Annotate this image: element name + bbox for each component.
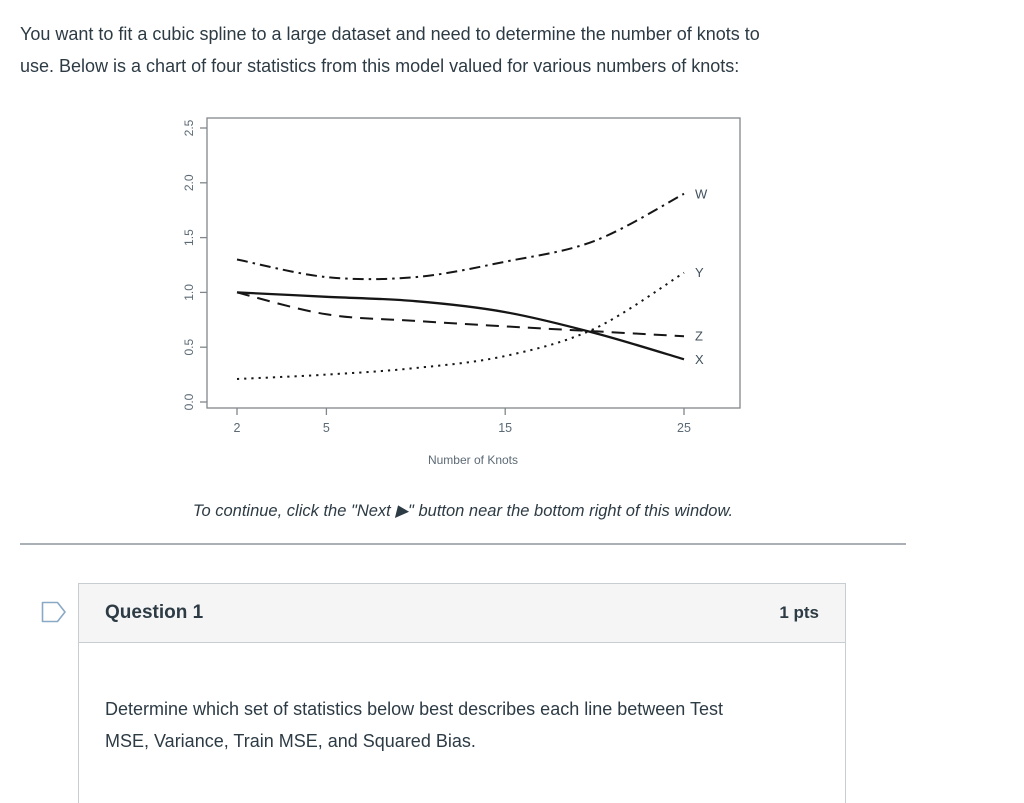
flag-question-icon[interactable] [40,598,67,626]
continue-note: To continue, click the "Next ▶" button n… [20,501,906,521]
question-points: 1 pts [779,603,819,622]
section-divider [20,543,906,545]
series-line-X [236,291,685,361]
series-label-Z: Z [695,329,703,344]
series-label-Y: Y [695,265,704,280]
knots-chart: 0.0 0.5 1.0 1.5 2.0 2.5 2 5 15 25 Number of Knots W… [170,110,770,475]
y-axis-tick-label: 2.5 [182,119,196,136]
question-title: Question 1 [105,602,204,623]
y-axis-tick-label: 1.5 [182,229,196,246]
x-axis-tick-label: 25 [677,421,691,435]
y-axis-tick-label: 0.5 [182,339,196,356]
plot-border [206,117,741,409]
intro-line-2: use. Below is a chart of four statistics… [20,55,740,76]
x-axis-tick-label: 5 [323,421,330,435]
continue-note-text: To continue, click the "Next ▶" button n… [192,502,734,520]
series-label-W: W [695,186,708,201]
intro-line-1: You want to fit a cubic spline to a larg… [20,24,760,44]
question-body: Determine which set of statistics below … [78,643,846,803]
flag-question-icon-shape [41,601,66,623]
intro-paragraph: You want to fit a cubic spline to a larg… [20,19,920,82]
x-axis-tick-label: 15 [498,421,512,435]
x-axis-title: Number of Knots [428,453,518,467]
x-axis-tick-label: 2 [234,421,241,435]
y-axis-tick-label: 1.0 [182,284,196,301]
question-header: Question 1 1 pts [78,583,846,643]
series-line-W [236,192,685,281]
question-text-line-1: Determine which set of statistics below … [105,699,723,719]
series-line-Z [236,291,685,338]
question-text: Determine which set of statistics below … [105,693,819,757]
y-axis-tick-label: 2.0 [182,174,196,191]
series-line-Y [236,271,685,380]
series-label-X: X [695,352,704,367]
y-axis-tick-label: 0.0 [182,393,196,410]
question-text-line-2: MSE, Variance, Train MSE, and Squared Bi… [105,731,476,751]
question-card: Question 1 1 pts Determine which set of … [78,583,846,803]
